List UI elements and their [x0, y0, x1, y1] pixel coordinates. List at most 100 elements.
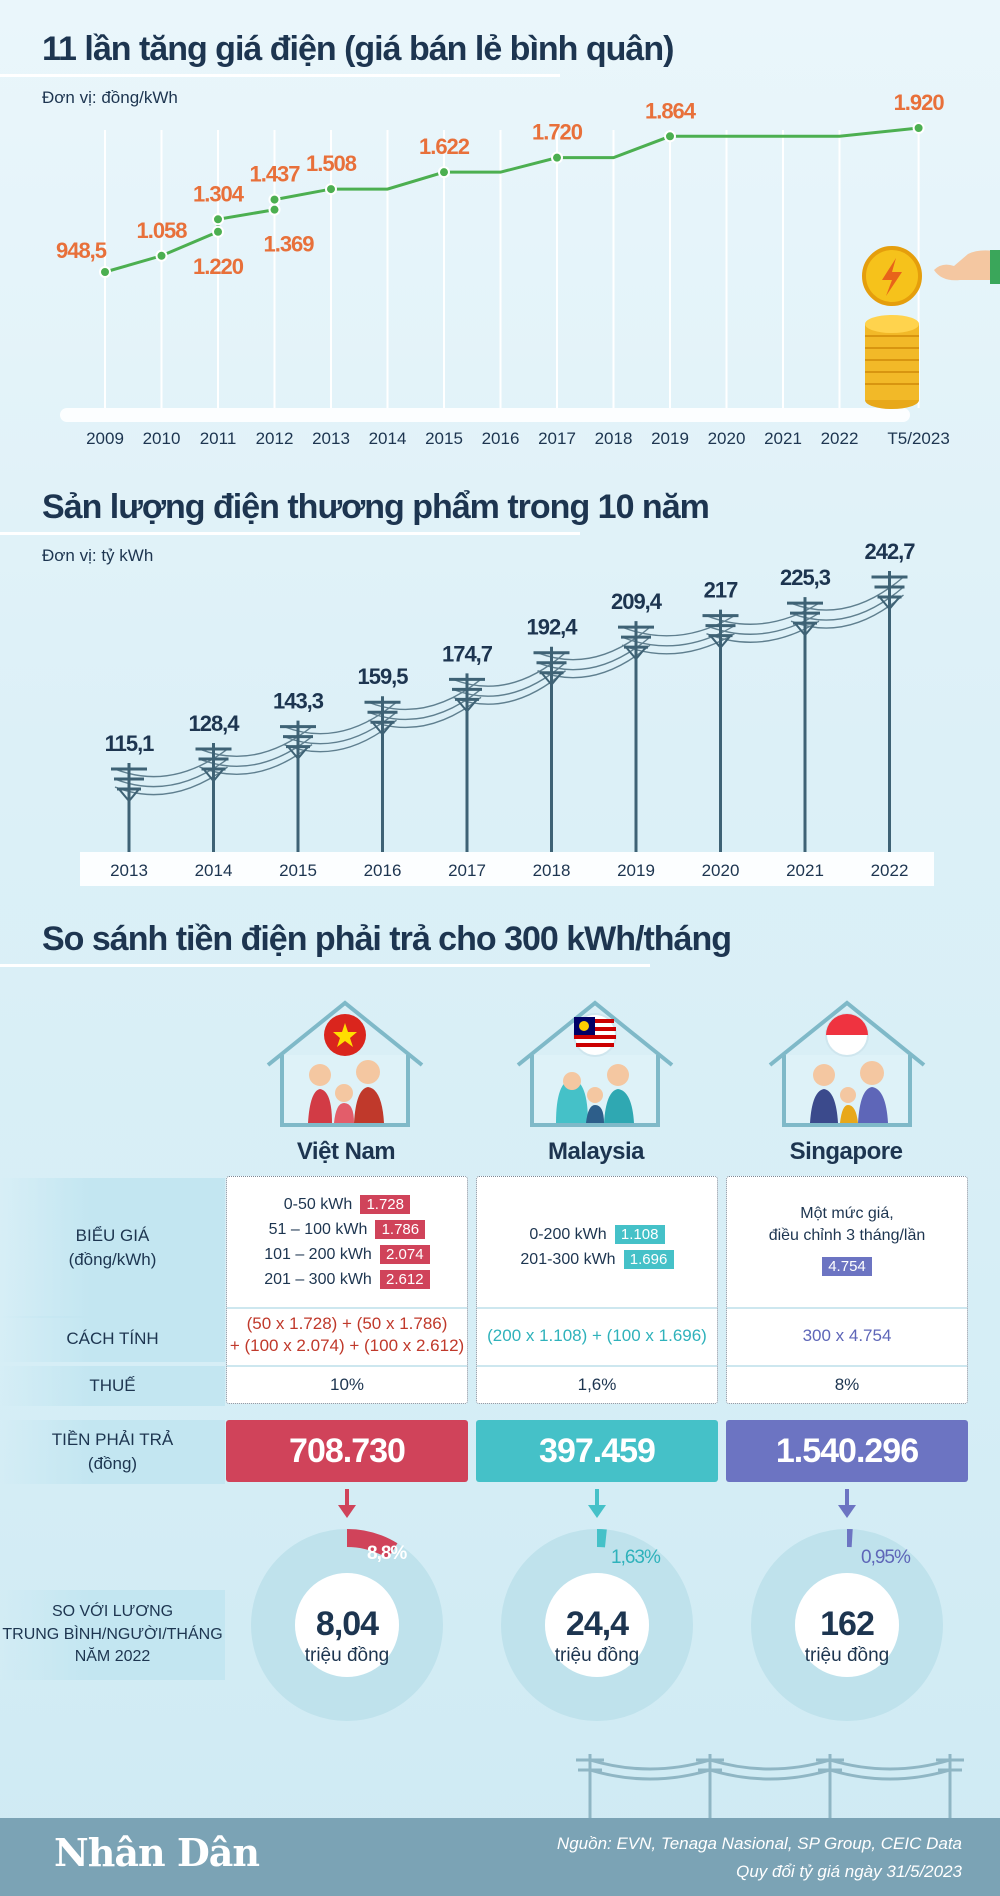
- donut-ring: [751, 1529, 943, 1721]
- card-divider: [227, 1365, 467, 1367]
- price-label: 1.437: [249, 162, 300, 187]
- share-label: 0,95%: [861, 1547, 911, 1568]
- share-label: 8,8%: [367, 1543, 407, 1564]
- price-point: [212, 225, 224, 238]
- power-pylon: [280, 720, 316, 852]
- tax-singapore: 8%: [834, 1375, 860, 1394]
- price-point: [438, 166, 450, 179]
- tier-price-badge: 1.786: [375, 1220, 426, 1239]
- price-label: 1.720: [532, 120, 583, 145]
- pay-amount-malaysia: 397.459: [476, 1420, 718, 1482]
- share-slice: [847, 1529, 853, 1548]
- coin-hand-illustration: [862, 246, 1000, 409]
- pay-amount-vietnam: 708.730: [226, 1420, 468, 1482]
- salary-unit: triệu đồng: [805, 1645, 890, 1666]
- price-point: [212, 213, 224, 226]
- x-tick-label: 2020: [708, 429, 746, 448]
- output-value-label: 143,3: [273, 689, 324, 714]
- price-label: 1.508: [306, 151, 357, 176]
- chart-baseline: [60, 408, 910, 422]
- row-label-salary: SO VỚI LƯƠNG TRUNG BÌNH/NGƯỜI/THÁNG NĂM …: [0, 1590, 225, 1680]
- tax-vietnam: 10%: [329, 1375, 365, 1394]
- country-name-singapore: Singapore: [789, 1138, 903, 1165]
- tier-price-badge: 2.074: [379, 1245, 430, 1264]
- power-pylon: [195, 743, 232, 852]
- x-tick-label: 2016: [482, 429, 520, 448]
- donut-ring: [251, 1529, 443, 1721]
- power-pylon: [364, 696, 401, 852]
- price-label: 1.920: [894, 90, 945, 115]
- share-label: 1,63%: [611, 1547, 661, 1568]
- price-chart-unit: Đơn vị: đồng/kWh: [42, 88, 178, 107]
- price-point: [268, 193, 281, 206]
- price-point: [325, 183, 337, 196]
- tier-range: 201 – 300 kWh: [264, 1270, 372, 1288]
- title-underline: [0, 532, 580, 535]
- house-singapore-icon: [768, 1000, 926, 1127]
- formula-singapore: 300 x 4.754: [802, 1326, 892, 1345]
- price-point: [99, 266, 111, 278]
- tariff-row: 201 – 300 kWh 2.612: [264, 1270, 430, 1289]
- salary-value: 162: [820, 1605, 874, 1643]
- tariff-list-malaysia: 0-200 kWh 1.108 201-300 kWh 1.696: [477, 1225, 717, 1269]
- comparison-title: So sánh tiền điện phải trả cho 300 kWh/t…: [42, 920, 732, 958]
- pylons-decoration: [576, 1754, 964, 1820]
- output-value-label: 192,4: [526, 615, 578, 640]
- power-pylon: [702, 609, 739, 852]
- row-label-tariff: BIỂU GIÁ (đồng/kWh): [0, 1178, 225, 1318]
- x-tick-label: 2018: [595, 429, 633, 448]
- x-tick-label: 2019: [617, 861, 655, 880]
- card-divider: [727, 1365, 967, 1367]
- price-point: [551, 151, 563, 164]
- tariff-row: 0-200 kWh 1.108: [529, 1225, 665, 1244]
- country-name-malaysia: Malaysia: [547, 1138, 645, 1165]
- tier-range: 51 – 100 kWh: [268, 1220, 368, 1238]
- price-point: [664, 130, 676, 143]
- card-malaysia: 0-200 kWh 1.108 201-300 kWh 1.696 (200 x 1…: [476, 1176, 718, 1404]
- tariff-note-singapore: Một mức giá, điều chỉnh 3 tháng/lần: [768, 1205, 926, 1244]
- price-label: 1.304: [193, 181, 245, 206]
- price-point: [912, 122, 925, 134]
- x-tick-label: 2021: [786, 861, 824, 880]
- title-underline: [0, 74, 560, 77]
- row-label-pay: TIỀN PHẢI TRẢ (đồng): [0, 1420, 225, 1484]
- salary-value: 8,04: [316, 1605, 379, 1643]
- power-pylon: [618, 621, 654, 852]
- x-tick-label: 2019: [651, 429, 689, 448]
- source-text: Nguồn: EVN, Tenaga Nasional, SP Group, C…: [556, 1834, 962, 1853]
- power-wire: [199, 736, 313, 768]
- share-slice: [597, 1529, 607, 1548]
- card-divider: [227, 1307, 467, 1309]
- lightning-coin-icon: [862, 246, 922, 306]
- tier-price-badge: 1.728: [360, 1195, 411, 1214]
- x-tick-label: 2015: [425, 429, 463, 448]
- donut-center: [795, 1573, 899, 1677]
- output-value-label: 128,4: [188, 711, 240, 736]
- salary-value: 24,4: [566, 1605, 629, 1643]
- tier-range: 0-50 kWh: [283, 1195, 353, 1213]
- row-label-method: CÁCH TÍNH: [0, 1316, 225, 1362]
- donut-center: [545, 1573, 649, 1677]
- chart-baseline: [80, 852, 934, 886]
- tariff-row: 101 – 200 kWh 2.074: [264, 1245, 430, 1264]
- price-line-chart: 2009 2010 2011 2012 2013 2014 2015 2016 2017 2018…: [56, 90, 950, 448]
- exchange-rate-note: Quy đổi tỷ giá ngày 31/5/2023: [736, 1862, 962, 1881]
- card-singapore: Một mức giá, điều chỉnh 3 tháng/lần 4.75…: [726, 1176, 968, 1404]
- output-value-label: 242,7: [864, 539, 915, 564]
- salary-unit: triệu đồng: [555, 1645, 640, 1666]
- x-tick-label: 2014: [195, 861, 233, 880]
- tariff-row: 51 – 100 kWh 1.786: [269, 1220, 426, 1239]
- output-chart-title: Sản lượng điện thương phẩm trong 10 năm: [42, 488, 710, 526]
- x-tick-label: 2009: [86, 429, 124, 448]
- tier-range: 101 – 200 kWh: [264, 1245, 372, 1263]
- formula-line: + (100 x 2.074) + (100 x 2.612): [229, 1336, 465, 1356]
- pay-amount-singapore: 1.540.296: [726, 1420, 968, 1482]
- country-name-vietnam: Việt Nam: [296, 1138, 396, 1165]
- formula-malaysia: (200 x 1.108) + (100 x 1.696): [487, 1326, 707, 1345]
- card-divider: [477, 1307, 717, 1309]
- house-malaysia-icon: [516, 1000, 674, 1127]
- output-value-label: 115,1: [105, 731, 155, 756]
- power-pylon: [533, 646, 570, 852]
- x-tick-label: 2022: [871, 861, 909, 880]
- x-tick-label: 2013: [110, 861, 148, 880]
